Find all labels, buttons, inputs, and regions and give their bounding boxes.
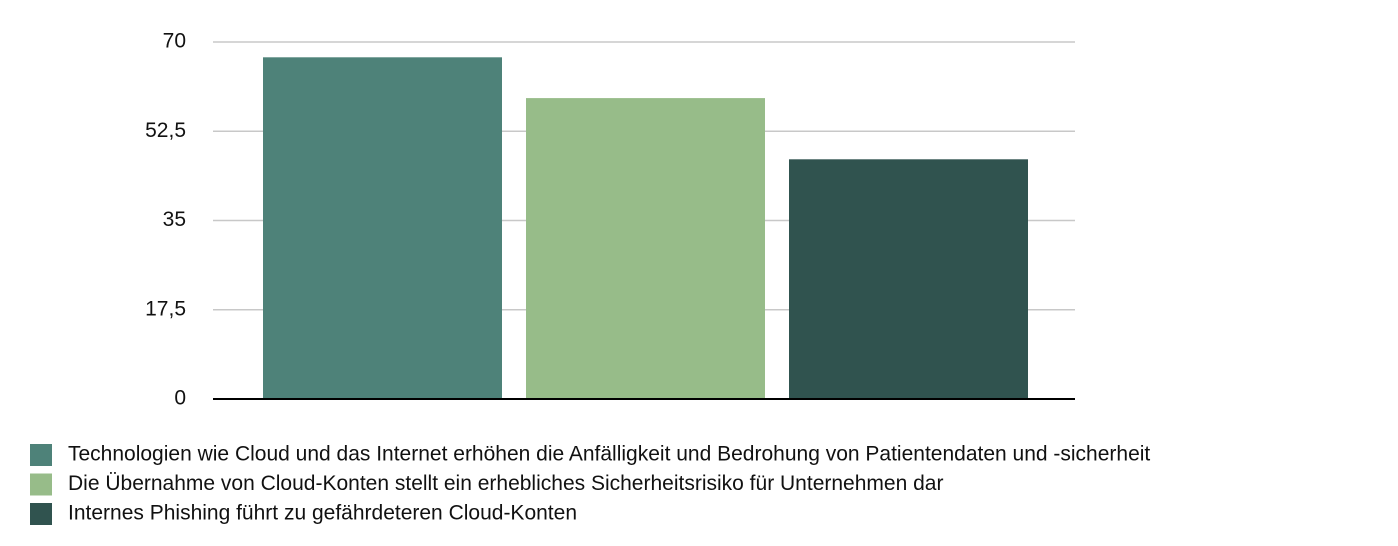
bar [789,159,1028,399]
legend-swatch [30,473,52,496]
legend-label: Technologien wie Cloud und das Internet … [68,443,1150,466]
bar [526,98,765,399]
y-tick-label: 35 [163,208,186,231]
y-tick-label: 17,5 [145,297,186,320]
legend-label: Internes Phishing führt zu gefährdeteren… [68,502,577,525]
legend-swatch [30,444,52,466]
legend-label: Die Übernahme von Cloud-Konten stellt ei… [68,472,943,495]
legend-swatch [30,503,52,525]
y-tick-label: 52,5 [145,119,186,142]
y-tick-label: 0 [174,387,186,410]
y-tick-label: 70 [163,30,186,53]
bar [263,57,502,400]
